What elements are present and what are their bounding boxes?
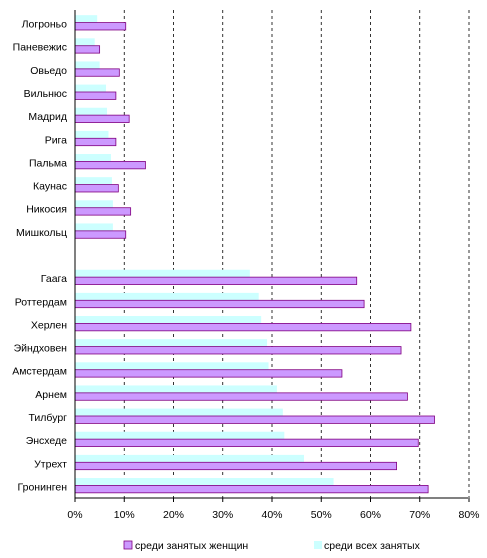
bar-all-employed <box>75 177 112 185</box>
category-labels: Логроньо Паневежис Овьедо Вильнюс Мадрид Рига… <box>12 19 67 494</box>
bar-employed-women <box>74 461 398 471</box>
category-label: Гронинген <box>18 481 68 493</box>
category-label: Тилбург <box>28 412 67 424</box>
legend-label-women: среди занятых женщин <box>135 540 248 552</box>
bar-all-employed <box>75 454 305 463</box>
category-label: Вильнюс <box>24 88 67 100</box>
category-label: Гаага <box>41 273 67 285</box>
bar-employed-women <box>74 299 365 309</box>
bar-employed-women <box>74 22 127 31</box>
bar-employed-women <box>74 184 119 193</box>
gridlines <box>123 10 470 498</box>
category-label: Херлен <box>31 319 67 331</box>
bar-employed-women <box>74 91 117 100</box>
bar-employed-women <box>74 161 146 170</box>
bar-employed-women <box>74 45 101 54</box>
bar-employed-women <box>74 485 429 494</box>
axes <box>74 10 468 499</box>
legend-swatch-all <box>314 541 322 549</box>
category-label: Рига <box>45 134 67 146</box>
x-tick-label: 50% <box>311 509 332 521</box>
bar-all-employed <box>75 316 262 324</box>
category-label: Овьедо <box>30 65 67 77</box>
bar-all-employed <box>75 292 259 301</box>
bar-all-employed <box>75 38 95 46</box>
bar-all-employed <box>75 431 285 440</box>
x-tick-label: 80% <box>458 509 479 521</box>
bar-employed-women <box>74 68 120 77</box>
bar-all-employed <box>75 269 250 278</box>
bar-employed-women <box>74 230 127 239</box>
bar-all-employed <box>75 200 113 208</box>
category-label: Никосия <box>26 204 67 216</box>
bar-all-employed <box>75 339 268 347</box>
bar-employed-women <box>74 438 419 447</box>
bar-employed-women <box>74 392 408 401</box>
category-label: Мадрид <box>28 111 67 123</box>
bar-employed-women <box>74 137 117 147</box>
bar-employed-women <box>74 276 358 285</box>
category-label: Пальма <box>29 157 67 169</box>
x-tick-labels: 0% 10% 20% 30% 40% 50% 60% 70% 80% <box>67 498 480 521</box>
legend-swatch-women <box>123 540 133 550</box>
bar-all-employed <box>75 385 277 393</box>
bars <box>74 15 435 494</box>
x-tick-label: 40% <box>261 509 282 521</box>
bar-employed-women <box>74 323 412 332</box>
bar-all-employed <box>75 15 98 23</box>
bar-all-employed <box>75 408 283 416</box>
x-tick-label: 70% <box>409 509 430 521</box>
category-label: Арнем <box>35 389 67 401</box>
category-label: Паневежис <box>13 42 67 54</box>
category-label: Эйндховен <box>14 343 68 355</box>
category-label: Мишкольц <box>16 227 67 239</box>
x-tick-label: 60% <box>360 509 381 521</box>
category-label: Логроньо <box>22 19 68 31</box>
bar-all-employed <box>75 362 269 370</box>
category-label: Амстердам <box>12 366 67 378</box>
bar-all-employed <box>75 84 107 92</box>
bar-all-employed <box>75 61 100 69</box>
category-label: Роттердам <box>15 296 67 308</box>
category-label: Утрехт <box>34 458 67 470</box>
bar-employed-women <box>74 207 132 216</box>
bar-all-employed <box>75 478 334 486</box>
category-label: Энсхеде <box>26 435 67 447</box>
bar-all-employed <box>75 107 108 116</box>
bar-employed-women <box>74 346 402 355</box>
x-tick-label: 20% <box>163 509 184 521</box>
x-tick-label: 30% <box>212 509 233 521</box>
bar-all-employed <box>75 130 109 139</box>
legend: среди занятых женщин среди всех занятых <box>123 540 421 552</box>
category-label: Каунас <box>33 181 67 193</box>
bar-employed-women <box>74 114 130 123</box>
bar-employed-women <box>74 415 435 424</box>
x-tick-label: 0% <box>67 509 82 521</box>
x-tick-label: 10% <box>114 509 135 521</box>
bar-all-employed <box>75 154 111 162</box>
legend-label-all: среди всех занятых <box>324 540 421 552</box>
bar-employed-women <box>74 369 343 378</box>
bar-all-employed <box>75 223 113 231</box>
